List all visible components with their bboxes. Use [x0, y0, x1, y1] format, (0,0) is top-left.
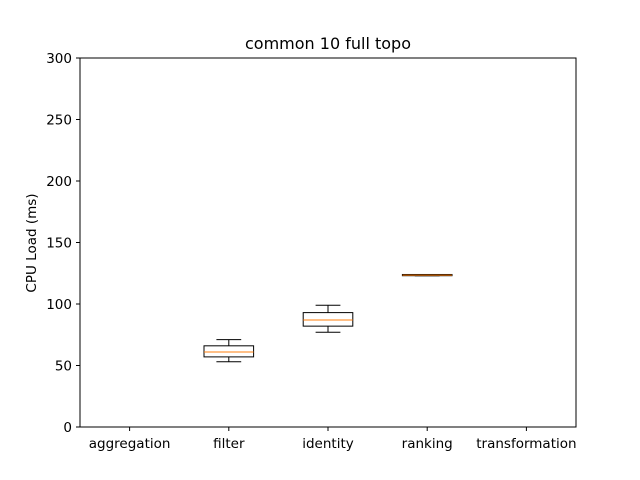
y-tick-label: 250 [46, 113, 72, 129]
y-tick-label: 200 [46, 174, 72, 190]
box-ranking [401, 273, 453, 277]
x-tick-label: aggregation [89, 436, 171, 452]
iqr-box [203, 345, 255, 358]
y-tick-label: 0 [63, 420, 72, 436]
iqr-box [302, 312, 354, 327]
x-ticks: aggregation filter identity ranking transfor… [89, 427, 577, 452]
y-tick-label: 300 [46, 51, 72, 67]
box-identity [302, 304, 354, 333]
chart-title: common 10 full topo [245, 34, 411, 53]
x-tick-label: filter [213, 436, 245, 452]
y-tick-label: 100 [46, 297, 72, 313]
y-tick-label: 150 [46, 236, 72, 252]
x-tick-label: identity [302, 436, 354, 452]
boxes-layer [203, 273, 453, 363]
box-filter [203, 339, 255, 363]
x-tick-label: transformation [476, 436, 576, 452]
x-tick-label: ranking [402, 436, 453, 452]
y-tick-label: 50 [55, 359, 72, 375]
y-ticks: 0 50 100 150 200 250 300 [46, 51, 80, 436]
y-axis-label: CPU Load (ms) [24, 193, 40, 292]
plot-frame [79, 57, 577, 428]
